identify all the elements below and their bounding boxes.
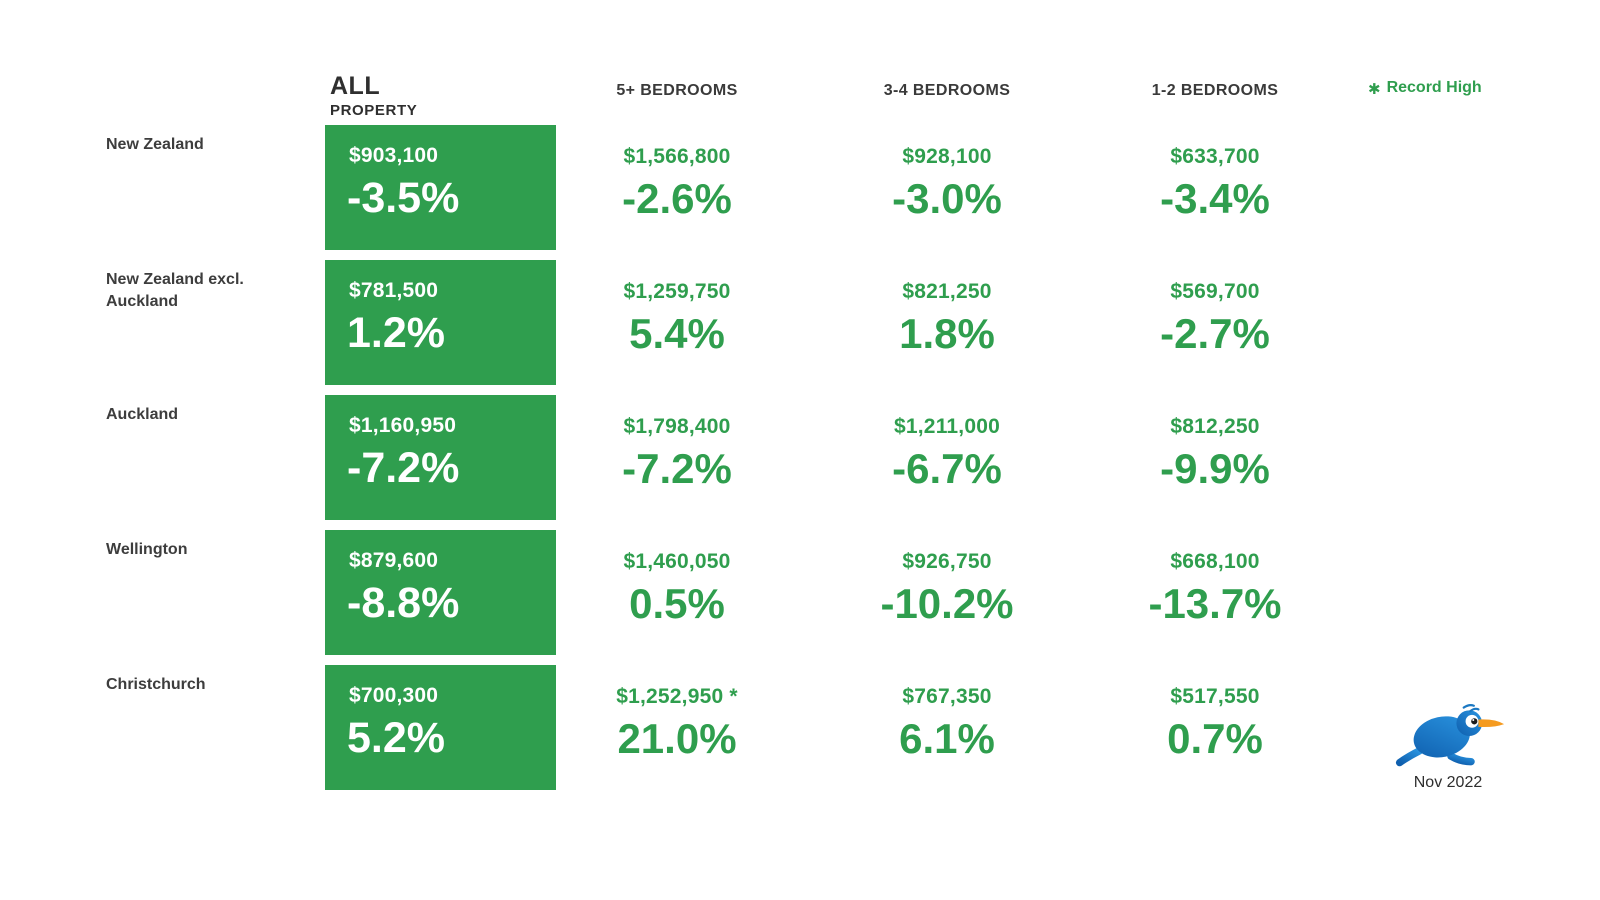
table-row: New Zealand $903,100 -3.5% $1,566,800 -2… xyxy=(0,125,1600,250)
bedrooms-5plus-cell: $1,259,750 5.4% xyxy=(542,260,812,355)
kiwi-bird-icon xyxy=(1395,704,1505,767)
change-value: 0.5% xyxy=(629,580,725,627)
change-value: 6.1% xyxy=(899,715,995,762)
region-label: Auckland xyxy=(106,406,179,423)
price-value: $821,250 xyxy=(902,280,992,303)
all-property-cell: $700,300 5.2% xyxy=(325,665,556,790)
bedrooms-1-2-cell: $812,250 -9.9% xyxy=(1080,395,1350,490)
price-value: $879,600 xyxy=(349,549,439,572)
change-value: -6.7% xyxy=(892,445,1002,492)
bedrooms-3-4-cell: $1,211,000 -6.7% xyxy=(812,395,1082,490)
record-high-label: Record High xyxy=(1386,79,1482,96)
bedrooms-1-2-cell: $633,700 -3.4% xyxy=(1080,125,1350,220)
price-value: $1,252,950 * xyxy=(616,685,738,708)
all-property-cell: $1,160,950 -7.2% xyxy=(325,395,556,520)
price-value: $928,100 xyxy=(902,145,992,168)
change-value: -8.8% xyxy=(347,579,460,627)
table-row: Wellington $879,600 -8.8% $1,460,050 0.5… xyxy=(0,530,1600,655)
column-header-all-line2: PROPERTY xyxy=(330,102,418,119)
bedrooms-3-4-cell: $821,250 1.8% xyxy=(812,260,1082,355)
change-value: 5.2% xyxy=(347,714,446,762)
change-value: -3.5% xyxy=(347,174,460,222)
price-value: $700,300 xyxy=(349,684,439,707)
change-value: -10.2% xyxy=(880,580,1014,627)
region-label: New Zealand xyxy=(106,136,204,153)
region-label: New Zealand excl. Auckland xyxy=(106,271,244,311)
bedrooms-5plus-cell: $1,460,050 0.5% xyxy=(542,530,812,625)
price-value: $668,100 xyxy=(1170,550,1260,573)
record-high-star-icon: ✱ xyxy=(1368,80,1381,98)
price-value: $1,160,950 xyxy=(349,414,457,437)
region-label: Christchurch xyxy=(106,676,206,693)
price-value: $1,259,750 xyxy=(623,280,731,303)
change-value: -2.6% xyxy=(622,175,732,222)
table-row: Christchurch $700,300 5.2% $1,252,950 * … xyxy=(0,665,1600,790)
all-property-cell: $781,500 1.2% xyxy=(325,260,556,385)
change-value: -2.7% xyxy=(1160,310,1270,357)
change-value: 1.2% xyxy=(347,309,446,357)
bedrooms-5plus-cell: $1,566,800 -2.6% xyxy=(542,125,812,220)
price-value: $1,460,050 xyxy=(623,550,731,573)
change-value: -3.4% xyxy=(1160,175,1270,222)
change-value: 1.8% xyxy=(899,310,995,357)
change-value: -7.2% xyxy=(622,445,732,492)
bedrooms-1-2-cell: $668,100 -13.7% xyxy=(1080,530,1350,625)
change-value: 21.0% xyxy=(617,715,737,762)
change-value: 5.4% xyxy=(629,310,725,357)
price-value: $517,550 xyxy=(1170,685,1260,708)
change-value: -13.7% xyxy=(1148,580,1282,627)
table-row: Auckland $1,160,950 -7.2% $1,798,400 -7.… xyxy=(0,395,1600,520)
kiwi-logo xyxy=(1390,703,1510,769)
price-value: $1,566,800 xyxy=(623,145,731,168)
column-header-all-line1: ALL xyxy=(330,72,381,100)
change-value: -7.2% xyxy=(347,444,460,492)
bedrooms-1-2-cell: $517,550 0.7% xyxy=(1080,665,1350,760)
column-header-3-4-bedrooms: 3-4 BEDROOMS xyxy=(883,82,1011,99)
price-value: $569,700 xyxy=(1170,280,1260,303)
date-label: Nov 2022 xyxy=(1413,774,1483,791)
change-value: -9.9% xyxy=(1160,445,1270,492)
change-value: -3.0% xyxy=(892,175,1002,222)
change-value: 0.7% xyxy=(1167,715,1263,762)
bedrooms-3-4-cell: $767,350 6.1% xyxy=(812,665,1082,760)
price-value: $767,350 xyxy=(902,685,992,708)
price-value: $781,500 xyxy=(349,279,439,302)
bedrooms-5plus-cell: $1,252,950 * 21.0% xyxy=(542,665,812,760)
bedrooms-3-4-cell: $926,750 -10.2% xyxy=(812,530,1082,625)
price-value: $903,100 xyxy=(349,144,439,167)
price-value: $812,250 xyxy=(1170,415,1260,438)
bedrooms-5plus-cell: $1,798,400 -7.2% xyxy=(542,395,812,490)
price-value: $1,798,400 xyxy=(623,415,731,438)
column-header-5plus-bedrooms: 5+ BEDROOMS xyxy=(616,82,738,99)
table-row: New Zealand excl. Auckland $781,500 1.2%… xyxy=(0,260,1600,385)
record-high-legend: ✱ Record High xyxy=(1368,79,1482,97)
region-label: Wellington xyxy=(106,541,188,558)
all-property-cell: $903,100 -3.5% xyxy=(325,125,556,250)
column-header-1-2-bedrooms: 1-2 BEDROOMS xyxy=(1151,82,1279,99)
all-property-cell: $879,600 -8.8% xyxy=(325,530,556,655)
column-header-all-property: ALL PROPERTY xyxy=(330,72,418,119)
bedrooms-3-4-cell: $928,100 -3.0% xyxy=(812,125,1082,220)
price-value: $1,211,000 xyxy=(894,415,1000,438)
price-value: $633,700 xyxy=(1170,145,1260,168)
price-value: $926,750 xyxy=(902,550,992,573)
bedrooms-1-2-cell: $569,700 -2.7% xyxy=(1080,260,1350,355)
